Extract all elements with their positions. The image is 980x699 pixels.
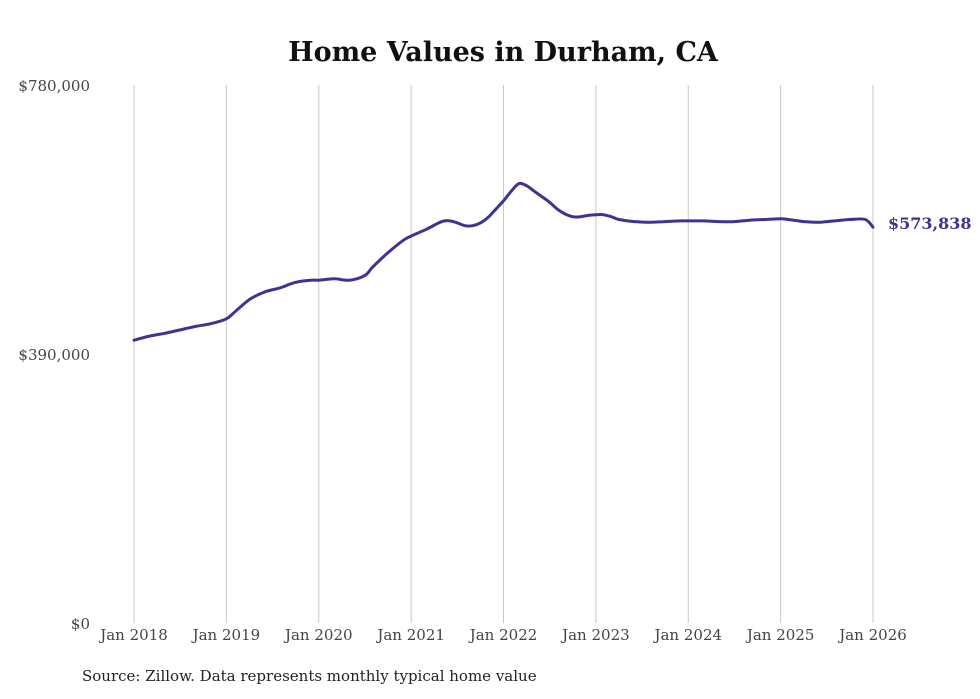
x-tick-label: Jan 2018 <box>98 626 168 644</box>
x-axis-ticks: Jan 2018 Jan 2019 Jan 2020 Jan 2021 Jan 2022… <box>98 626 907 644</box>
x-tick-label: Jan 2026 <box>837 626 907 644</box>
y-tick-label: $780,000 <box>18 77 90 95</box>
x-tick-label: Jan 2019 <box>191 626 261 644</box>
annotations: $573,838 <box>888 214 972 233</box>
x-tick-label: Jan 2023 <box>560 626 630 644</box>
y-tick-label: $390,000 <box>18 346 90 364</box>
x-tick-label: Jan 2020 <box>283 626 353 644</box>
chart-title: Home Values in Durham, CA <box>288 37 719 68</box>
y-axis-ticks: $0 $390,000 $780,000 <box>18 77 90 633</box>
series-line <box>132 181 875 342</box>
x-tick-label: Jan 2021 <box>375 626 445 644</box>
series-layer <box>132 181 875 342</box>
gridlines <box>133 85 874 623</box>
latest-value-label: $573,838 <box>888 214 972 233</box>
source-note: Source: Zillow. Data represents monthly … <box>82 667 537 685</box>
x-tick-label: Jan 2025 <box>745 626 815 644</box>
y-tick-label: $0 <box>71 615 90 633</box>
x-tick-label: Jan 2024 <box>652 626 722 644</box>
x-tick-label: Jan 2022 <box>468 626 538 644</box>
